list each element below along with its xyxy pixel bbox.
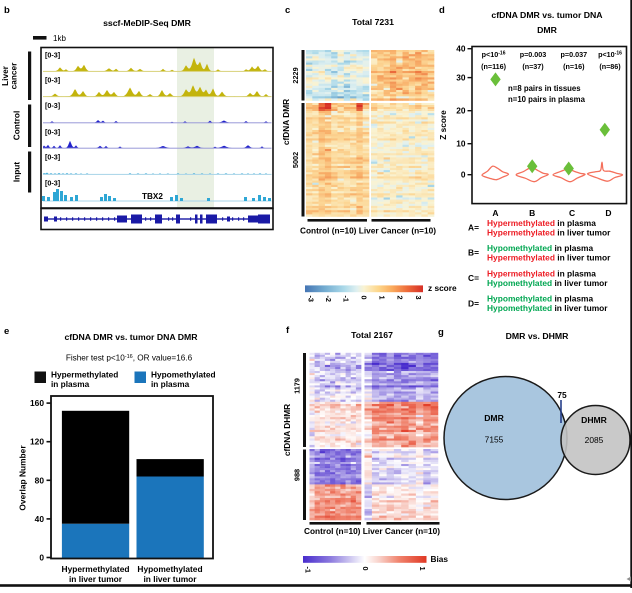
svg-text:[0-3]: [0-3] — [45, 51, 60, 60]
svg-text:p<10-16: p<10-16 — [598, 50, 622, 59]
svg-text:Hypomethylated in plasma: Hypomethylated in plasma — [487, 243, 593, 253]
svg-text:B: B — [529, 208, 535, 218]
svg-text:1: 1 — [378, 296, 387, 300]
svg-text:Hypomethylated in liver tumor: Hypomethylated in liver tumor — [487, 303, 608, 313]
svg-text:40: 40 — [456, 44, 466, 54]
svg-text:cfDNA DMR vs. tumor DNA DMR: cfDNA DMR vs. tumor DNA DMR — [64, 332, 198, 342]
svg-text:Hypermethylated in liver tumor: Hypermethylated in liver tumor — [487, 253, 611, 263]
svg-text:[0-3]: [0-3] — [45, 153, 60, 162]
svg-text:b: b — [4, 5, 10, 16]
svg-text:in plasma: in plasma — [151, 379, 190, 389]
svg-text:A=: A= — [468, 223, 479, 233]
svg-text:p=0.003: p=0.003 — [520, 50, 547, 59]
svg-text:d: d — [439, 5, 445, 16]
svg-text:[0-3]: [0-3] — [45, 179, 60, 188]
svg-text:80: 80 — [35, 475, 45, 485]
svg-text:2085: 2085 — [585, 435, 604, 445]
svg-text:DMR: DMR — [537, 25, 558, 35]
svg-text:Fisher test p<10-16, OR value=: Fisher test p<10-16, OR value=16.6 — [66, 354, 193, 363]
svg-text:20: 20 — [456, 106, 466, 116]
svg-text:160: 160 — [30, 398, 44, 408]
svg-text:7155: 7155 — [485, 435, 504, 445]
svg-text:DHMR: DHMR — [581, 415, 608, 425]
svg-text:Hypomethylated: Hypomethylated — [137, 564, 202, 574]
svg-text:Hypermethylated in liver tumor: Hypermethylated in liver tumor — [487, 228, 611, 238]
svg-text:1179: 1179 — [293, 378, 302, 394]
svg-text:Overlap Number: Overlap Number — [18, 445, 28, 511]
svg-text:B=: B= — [468, 248, 479, 258]
svg-text:(n=116): (n=116) — [481, 62, 507, 71]
svg-text:p=0.037: p=0.037 — [561, 50, 588, 59]
svg-text:c: c — [285, 5, 290, 16]
svg-text:-2: -2 — [324, 296, 333, 303]
svg-text:n=8 pairs in tissues: n=8 pairs in tissues — [508, 84, 581, 93]
svg-text:Hypomethylated in plasma: Hypomethylated in plasma — [487, 294, 593, 304]
svg-text:in liver tumor: in liver tumor — [69, 574, 123, 584]
svg-text:(n=37): (n=37) — [522, 62, 544, 71]
svg-text:[0-3]: [0-3] — [45, 76, 60, 85]
svg-text:z score: z score — [428, 283, 457, 293]
svg-text:5002: 5002 — [291, 152, 300, 168]
svg-text:A: A — [492, 208, 498, 218]
svg-text:Hypermethylated in plasma: Hypermethylated in plasma — [487, 218, 596, 228]
svg-text:[0-3]: [0-3] — [45, 101, 60, 110]
svg-text:DMR vs. DHMR: DMR vs. DHMR — [506, 331, 569, 341]
svg-text:(n=86): (n=86) — [599, 62, 621, 71]
svg-text:Hypermethylated: Hypermethylated — [51, 370, 118, 380]
svg-text:0: 0 — [361, 567, 370, 571]
svg-text:p<10-16: p<10-16 — [482, 50, 506, 59]
svg-text:3: 3 — [414, 296, 423, 300]
svg-text:C: C — [569, 208, 575, 218]
svg-text:Hypermethylated in plasma: Hypermethylated in plasma — [487, 269, 596, 279]
svg-text:Hypomethylated: Hypomethylated — [151, 370, 216, 380]
svg-text:10: 10 — [456, 139, 466, 149]
svg-text:Total 7231: Total 7231 — [352, 17, 394, 27]
svg-text:cfDNA DMR vs. tumor DNA: cfDNA DMR vs. tumor DNA — [491, 10, 603, 20]
svg-text:TBX2: TBX2 — [142, 192, 163, 201]
svg-text:[0-3]: [0-3] — [45, 128, 60, 137]
svg-text:in liver tumor: in liver tumor — [143, 574, 197, 584]
svg-text:30: 30 — [456, 73, 466, 83]
svg-text:0: 0 — [39, 553, 44, 563]
svg-text:Total 2167: Total 2167 — [351, 330, 393, 340]
svg-text:120: 120 — [30, 437, 44, 447]
svg-text:cfDNA DMR: cfDNA DMR — [281, 99, 291, 145]
svg-text:2: 2 — [396, 296, 405, 300]
svg-text:-1: -1 — [342, 296, 351, 303]
svg-text:Control (n=10) Liver Cancer (n: Control (n=10) Liver Cancer (n=10) — [300, 226, 436, 236]
svg-text:C=: C= — [468, 273, 479, 283]
svg-text:0: 0 — [461, 170, 466, 180]
svg-text:1: 1 — [418, 567, 427, 571]
svg-text:cancer: cancer — [9, 62, 19, 90]
svg-text:75: 75 — [557, 390, 567, 400]
svg-text:Bias: Bias — [431, 554, 449, 564]
svg-text:n=10 pairs in plasma: n=10 pairs in plasma — [508, 95, 586, 104]
svg-text:sscf-MeDIP-Seq DMR: sscf-MeDIP-Seq DMR — [103, 18, 192, 28]
svg-text:1kb: 1kb — [53, 34, 66, 43]
svg-text:Control (n=10) Liver Cancer (n: Control (n=10) Liver Cancer (n=10) — [304, 526, 440, 536]
svg-text:40: 40 — [35, 514, 45, 524]
svg-text:cfDNA DHMR: cfDNA DHMR — [282, 404, 292, 456]
svg-text:0: 0 — [360, 296, 369, 300]
svg-text:-1: -1 — [303, 567, 312, 574]
svg-text:D: D — [605, 208, 611, 218]
svg-text:988: 988 — [293, 469, 302, 481]
svg-text:Z score: Z score — [438, 110, 448, 140]
svg-text:f: f — [286, 325, 290, 336]
svg-text:(n=16): (n=16) — [563, 62, 585, 71]
svg-text:in plasma: in plasma — [51, 379, 90, 389]
svg-text:2229: 2229 — [291, 67, 300, 83]
svg-text:D=: D= — [468, 298, 479, 308]
svg-text:Hypermethylated: Hypermethylated — [62, 564, 130, 574]
svg-text:Hypomethylated in liver tumor: Hypomethylated in liver tumor — [487, 278, 608, 288]
svg-text:e: e — [4, 326, 9, 337]
svg-text:-3: -3 — [307, 296, 316, 303]
svg-text:Liver: Liver — [0, 65, 10, 86]
svg-text:DMR: DMR — [484, 413, 504, 423]
svg-text:g: g — [438, 327, 444, 338]
svg-text:Input: Input — [12, 162, 22, 183]
svg-text:Control: Control — [12, 111, 22, 141]
